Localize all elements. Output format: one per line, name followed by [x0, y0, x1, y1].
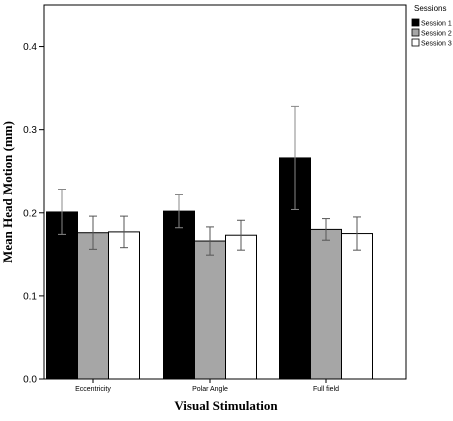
bar	[77, 232, 109, 380]
bars-group	[46, 105, 373, 380]
y-tick-label: 0.3	[23, 125, 37, 136]
y-axis: 0.0 0.1 0.2 0.3 0.4	[23, 42, 44, 386]
y-tick-label: 0.2	[23, 208, 37, 219]
legend-label: Session 2	[421, 31, 452, 38]
bar	[108, 231, 140, 380]
legend-title: Sessions	[414, 4, 446, 13]
x-tick-label: Eccentricity	[75, 386, 111, 393]
y-tick-label: 0.0	[23, 375, 37, 386]
y-tick-label: 0.1	[23, 291, 37, 302]
x-tick-label: Polar Angle	[192, 386, 228, 393]
bar	[225, 234, 257, 380]
legend-label: Session 3	[421, 41, 452, 48]
legend-swatch	[411, 18, 420, 27]
x-axis-title: Visual Stimulation	[174, 398, 278, 413]
bar	[341, 233, 373, 380]
x-axis: Eccentricity Polar Angle Full field	[75, 379, 339, 393]
y-axis-title: Mean Head Motion (mm)	[0, 121, 15, 263]
y-tick-label: 0.4	[23, 42, 37, 53]
legend-swatch	[411, 28, 420, 37]
bar	[310, 228, 342, 380]
legend-label: Session 1	[421, 21, 452, 28]
legend-swatch	[411, 38, 420, 47]
bar	[163, 210, 195, 380]
x-tick-label: Full field	[313, 386, 339, 393]
bar	[194, 240, 226, 380]
bar	[46, 211, 78, 380]
legend: Sessions Session 1 Session 2 Session 3	[411, 4, 452, 48]
